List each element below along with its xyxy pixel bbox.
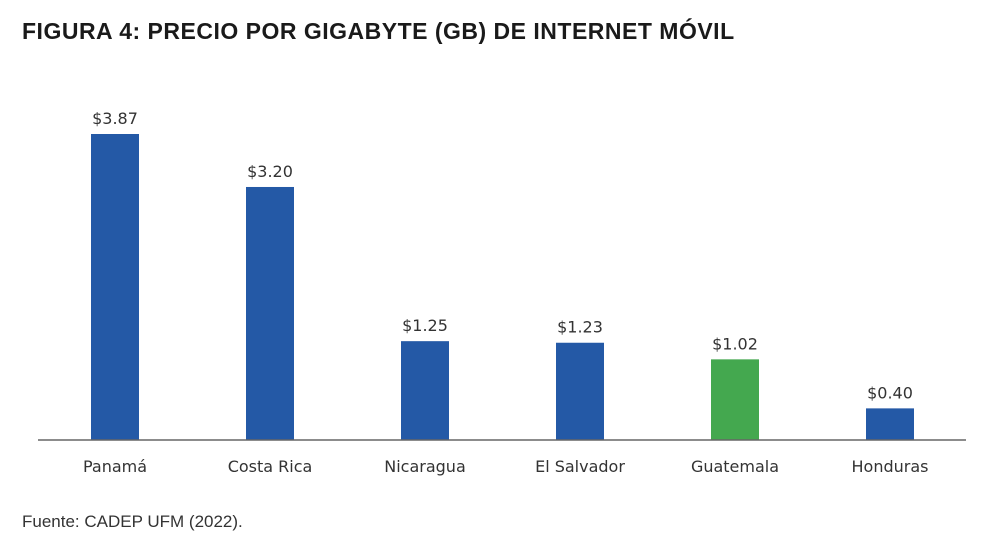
bar	[401, 341, 449, 440]
category-labels-group: Panamá Costa Rica Nicaragua El Salvador Guat…	[83, 457, 929, 476]
category-label: Costa Rica	[228, 457, 313, 476]
category-label: Nicaragua	[384, 457, 466, 476]
category-label: Guatemala	[691, 457, 779, 476]
bar-value-label: $0.40	[867, 383, 913, 402]
bar-value-label: $3.87	[92, 109, 138, 128]
value-labels-group: $3.87 $3.20 $1.25 $1.23 $1.02 $0.40	[92, 109, 913, 402]
bar	[866, 408, 914, 440]
source-note: Fuente: CADEP UFM (2022).	[22, 512, 243, 531]
category-label: Honduras	[852, 457, 929, 476]
bar-value-label: $1.02	[712, 334, 758, 353]
bar	[91, 134, 139, 440]
category-label: Panamá	[83, 457, 147, 476]
bars-group	[91, 134, 914, 440]
bar-value-label: $3.20	[247, 162, 293, 181]
chart-title: FIGURA 4: PRECIO POR GIGABYTE (GB) DE IN…	[22, 18, 735, 44]
bar	[246, 186, 294, 440]
bar-value-label: $1.23	[557, 318, 603, 337]
category-label: El Salvador	[535, 457, 625, 476]
bar	[556, 342, 604, 440]
bar	[711, 359, 759, 440]
bar-value-label: $1.25	[402, 316, 448, 335]
